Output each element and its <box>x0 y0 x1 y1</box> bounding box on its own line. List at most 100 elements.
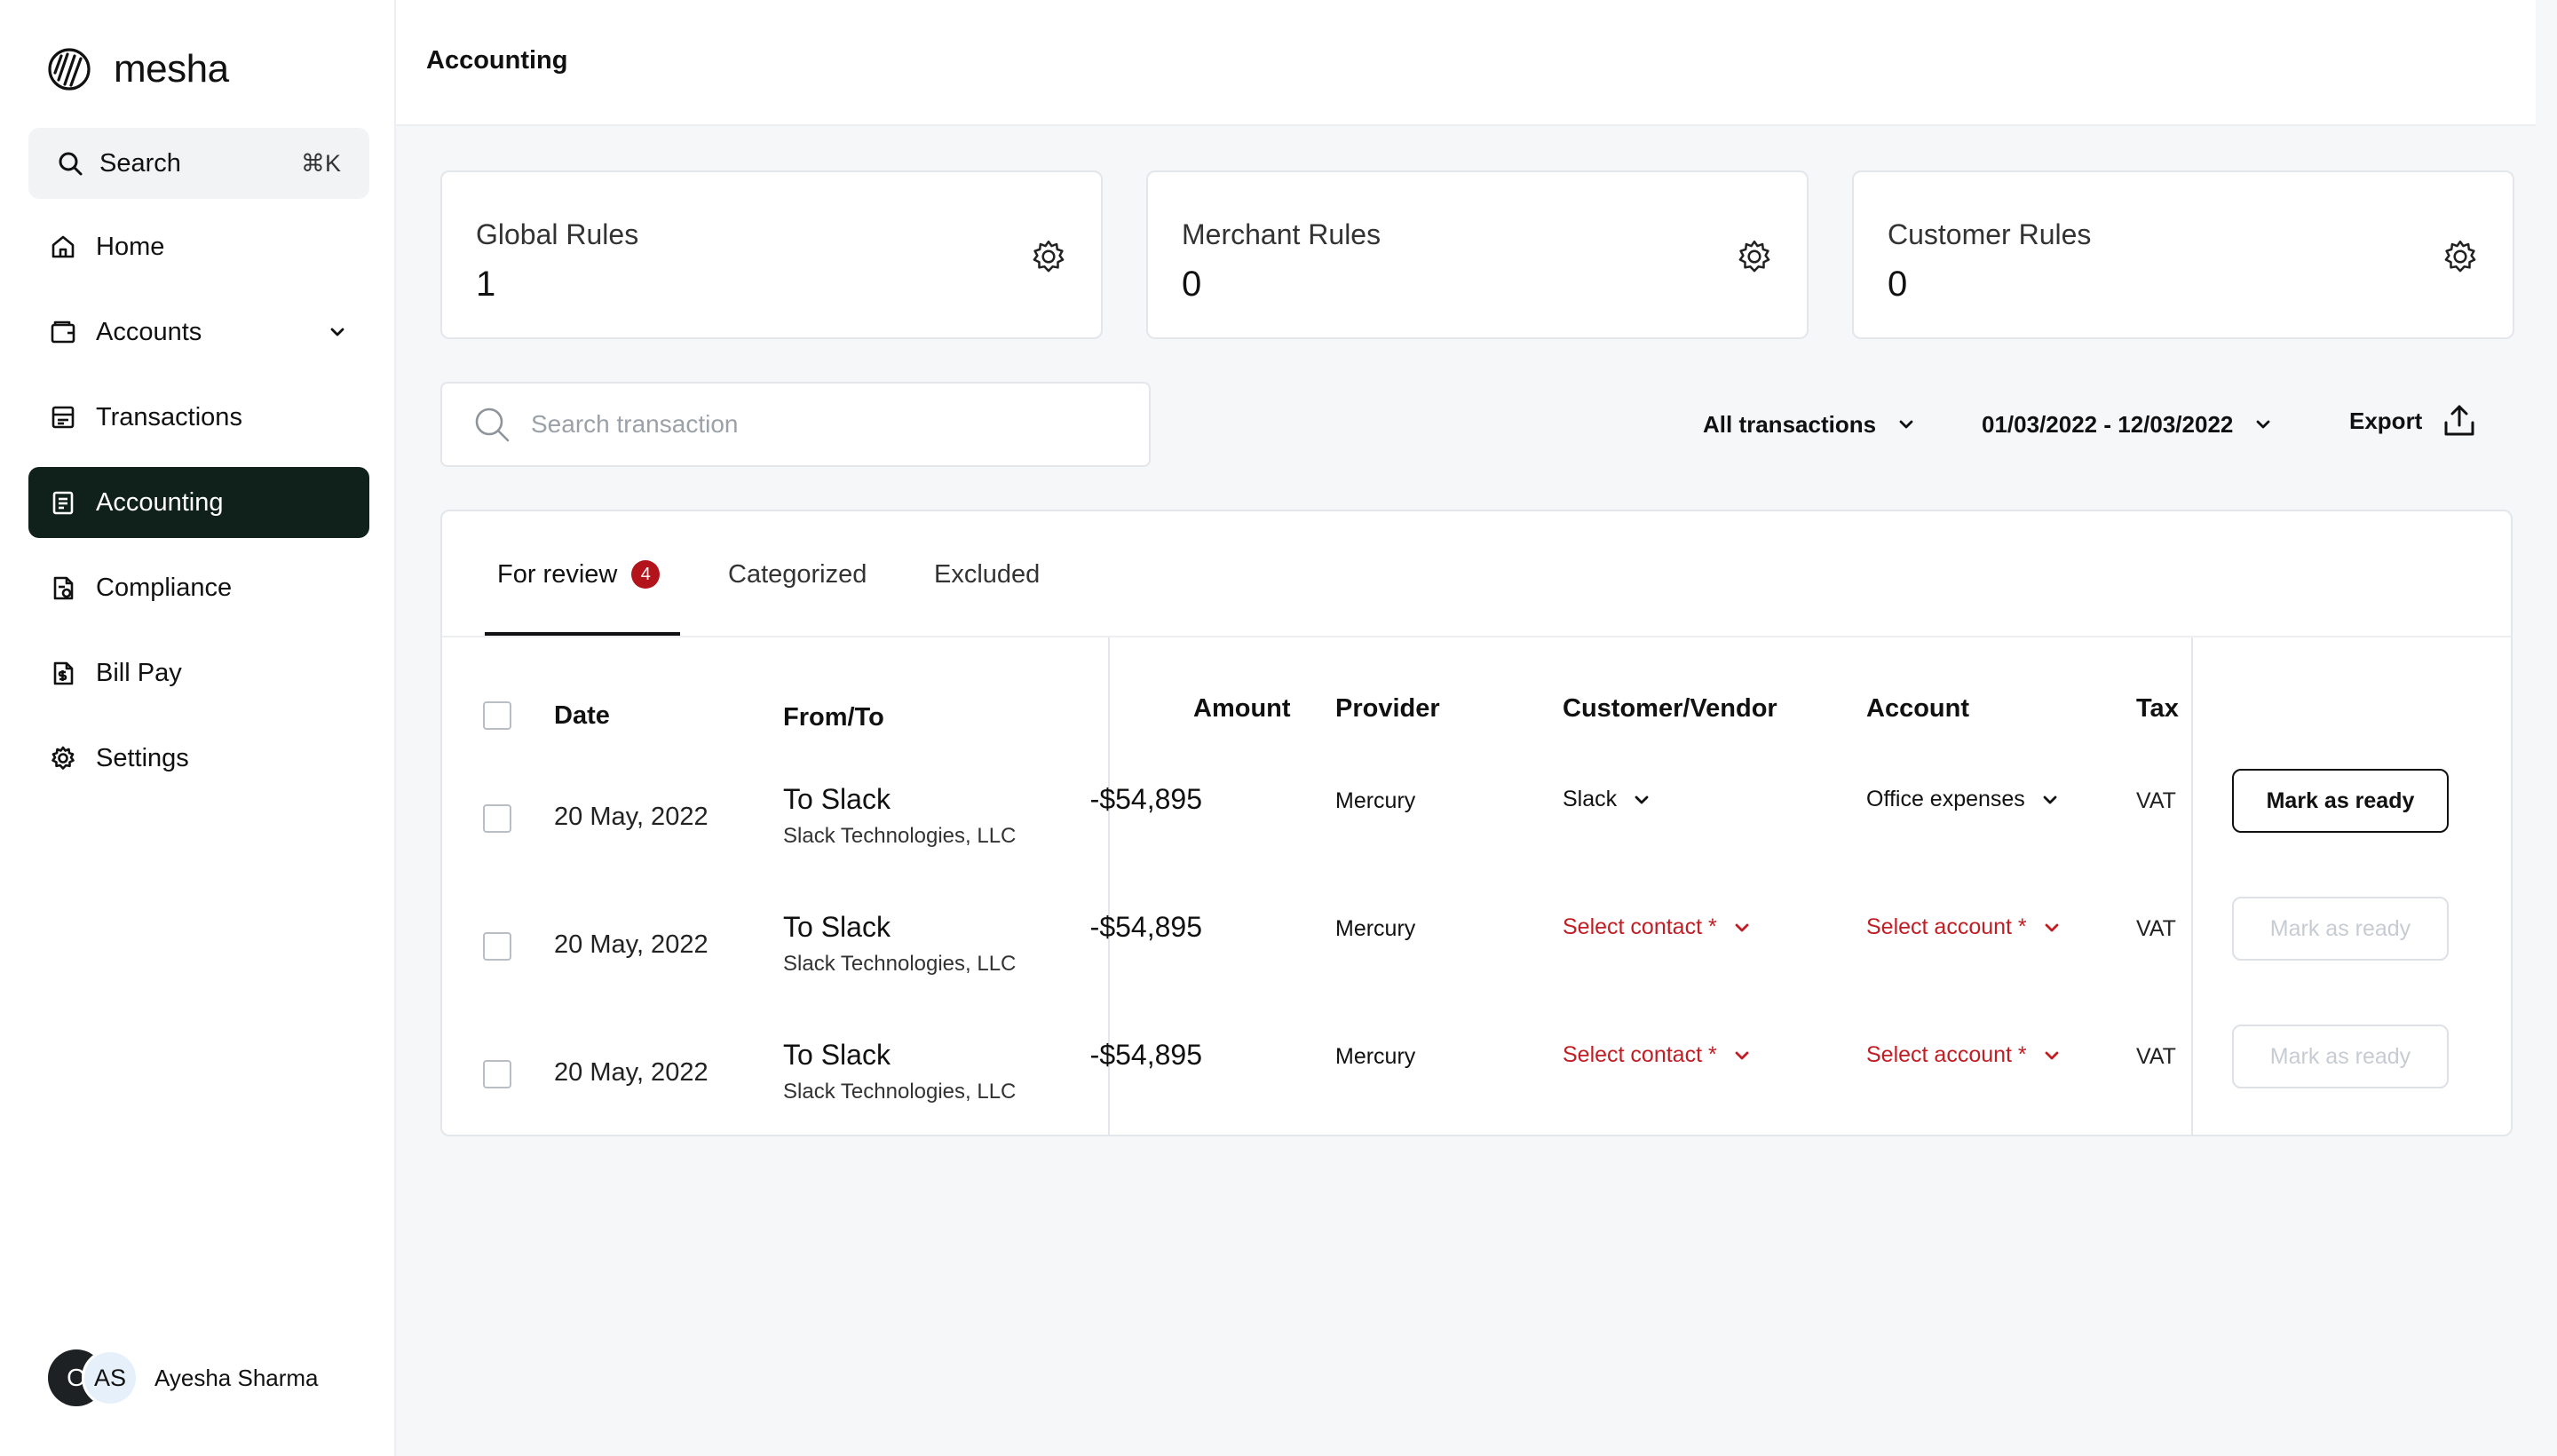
rule-card-count: 1 <box>476 265 496 304</box>
sidebar-item-label: Settings <box>96 743 189 772</box>
row-amount: -$54,895 <box>1089 783 1202 815</box>
tab-categorized[interactable]: Categorized <box>728 511 867 637</box>
rule-card-title: Customer Rules <box>1888 218 2092 250</box>
sidebar-item-accounting[interactable]: Accounting <box>28 467 369 538</box>
home-icon <box>50 233 76 260</box>
rule-card-global: Global Rules 1 <box>440 170 1103 339</box>
gear-icon[interactable] <box>1736 238 1773 275</box>
row-provider: Mercury <box>1335 916 1416 941</box>
contact-value: Slack <box>1563 787 1618 811</box>
compliance-icon <box>50 574 76 601</box>
row-checkbox[interactable] <box>483 1060 511 1088</box>
user-name: Ayesha Sharma <box>154 1364 319 1391</box>
dollar-doc-icon <box>50 660 76 686</box>
search-shortcut: ⌘K <box>300 149 341 177</box>
row-company: Slack Technologies, LLC <box>783 1080 1017 1104</box>
header-date: Date <box>554 701 610 730</box>
header-provider: Provider <box>1335 694 1440 723</box>
chevron-down-icon <box>2039 789 2061 811</box>
chevron-down-icon <box>1731 917 1753 938</box>
sidebar-item-accounts[interactable]: Accounts <box>28 297 369 368</box>
transaction-search[interactable] <box>440 382 1151 467</box>
row-tax: VAT <box>2136 1044 2176 1069</box>
header-amount: Amount <box>1193 694 1291 723</box>
contact-select[interactable]: Slack <box>1563 787 1652 812</box>
row-company: Slack Technologies, LLC <box>783 952 1017 976</box>
row-amount: -$54,895 <box>1089 1039 1202 1071</box>
mesha-logo-icon <box>46 46 92 92</box>
tab-excluded[interactable]: Excluded <box>934 511 1040 637</box>
user-profile[interactable]: O AS Ayesha Sharma <box>48 1349 319 1406</box>
gear-icon[interactable] <box>1030 238 1067 275</box>
filter-label: All transactions <box>1703 410 1877 438</box>
sidebar-item-label: Accounts <box>96 317 202 346</box>
sidebar-item-label: Transactions <box>96 402 242 431</box>
chevron-down-icon <box>1631 789 1652 811</box>
brand-name: mesha <box>114 47 229 91</box>
export-button[interactable]: Export <box>2349 401 2477 440</box>
header-customer-vendor: Customer/Vendor <box>1563 694 1777 723</box>
account-value: Select account * <box>1866 1042 2027 1067</box>
date-range-label: 01/03/2022 - 12/03/2022 <box>1982 410 2234 438</box>
global-search-button[interactable]: Search ⌘K <box>28 128 369 199</box>
transaction-type-filter[interactable]: All transactions <box>1703 405 1917 444</box>
sidebar-item-settings[interactable]: Settings <box>28 723 369 794</box>
header-from-to: From/To <box>783 703 884 732</box>
header-account: Account <box>1866 694 1969 723</box>
review-tabs: For review 4 Categorized Excluded <box>442 511 2511 637</box>
search-input[interactable] <box>531 410 1099 439</box>
row-date: 20 May, 2022 <box>554 1058 709 1087</box>
chevron-down-icon <box>1896 414 1917 435</box>
mark-as-ready-button[interactable]: Mark as ready <box>2232 897 2449 961</box>
tab-label: For review <box>497 559 618 589</box>
logo[interactable]: mesha <box>46 46 229 92</box>
account-select[interactable]: Select account * <box>1866 1042 2062 1068</box>
gear-icon[interactable] <box>2442 238 2479 275</box>
row-counterparty: To Slack <box>783 911 891 943</box>
sidebar: mesha Search ⌘K Home Accounts <box>0 0 396 1456</box>
sidebar-item-bill-pay[interactable]: Bill Pay <box>28 637 369 708</box>
rule-card-count: 0 <box>1888 265 1908 304</box>
document-icon <box>50 489 76 516</box>
search-icon <box>57 150 83 177</box>
contact-select[interactable]: Select contact * <box>1563 914 1753 940</box>
page-title: Accounting <box>426 46 568 75</box>
review-count-badge: 4 <box>631 560 661 589</box>
sidebar-item-label: Home <box>96 232 165 261</box>
gear-icon <box>50 745 76 772</box>
row-provider: Mercury <box>1335 1044 1416 1069</box>
sidebar-item-home[interactable]: Home <box>28 211 369 282</box>
rule-card-title: Global Rules <box>476 218 639 250</box>
row-date: 20 May, 2022 <box>554 803 709 831</box>
account-select[interactable]: Select account * <box>1866 914 2062 940</box>
row-checkbox[interactable] <box>483 932 511 961</box>
row-checkbox[interactable] <box>483 804 511 833</box>
rule-card-title: Merchant Rules <box>1182 218 1381 250</box>
row-date: 20 May, 2022 <box>554 930 709 959</box>
mark-as-ready-button[interactable]: Mark as ready <box>2232 1025 2449 1088</box>
contact-select[interactable]: Select contact * <box>1563 1042 1753 1068</box>
mark-as-ready-button[interactable]: Mark as ready <box>2232 769 2449 833</box>
search-label: Search <box>99 148 181 178</box>
active-tab-indicator <box>485 632 680 636</box>
sidebar-item-label: Accounting <box>96 487 224 517</box>
sidebar-item-compliance[interactable]: Compliance <box>28 552 369 623</box>
upload-icon <box>2442 403 2477 439</box>
wallet-icon <box>50 319 76 345</box>
column-divider <box>1108 637 1110 1135</box>
avatar-initials: AS <box>82 1349 139 1406</box>
row-provider: Mercury <box>1335 788 1416 813</box>
export-label: Export <box>2349 407 2423 434</box>
row-amount: -$54,895 <box>1089 911 1202 943</box>
tab-for-review[interactable]: For review 4 <box>497 511 661 637</box>
tab-label: Categorized <box>728 559 867 589</box>
date-range-picker[interactable]: 01/03/2022 - 12/03/2022 <box>1982 405 2274 444</box>
sidebar-item-transactions[interactable]: Transactions <box>28 382 369 453</box>
page-header: Accounting <box>396 0 2536 126</box>
account-value: Select account * <box>1866 914 2027 939</box>
select-all-checkbox[interactable] <box>483 701 511 730</box>
contact-value: Select contact * <box>1563 1042 1717 1067</box>
row-counterparty: To Slack <box>783 1039 891 1071</box>
account-select[interactable]: Office expenses <box>1866 787 2061 812</box>
search-icon <box>472 405 511 444</box>
